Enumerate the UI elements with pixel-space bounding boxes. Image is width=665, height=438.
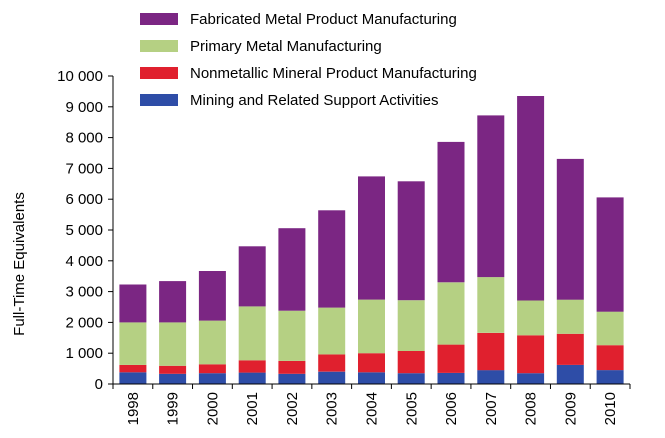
bar-2010-series-4 [596,197,624,312]
x-tick-label: 1999 [165,392,182,425]
bar-1999-series-3 [159,322,187,366]
bar-2010-series-1 [596,370,624,384]
legend-swatch [140,13,178,25]
bar-2002-series-4 [278,228,306,311]
bar-2010-series-3 [596,311,624,346]
legend-label: Primary Metal Manufacturing [190,38,382,55]
bar-2005-series-2 [397,351,425,374]
bar-1999-series-4 [159,281,187,323]
bar-2008-series-1 [517,373,545,384]
bar-2006-series-4 [437,141,465,283]
y-tick-label: 7 000 [65,160,103,177]
y-tick-label: 0 [95,376,103,393]
x-tick-label: 2001 [244,392,261,425]
y-tick-label: 3 000 [65,284,103,301]
bar-2005-series-1 [397,373,425,384]
bar-2006-series-1 [437,372,465,384]
bar-2003-series-2 [318,354,346,372]
bar-1999-series-2 [159,365,187,374]
bar-1998-series-3 [119,322,147,365]
y-tick-label: 9 000 [65,99,103,116]
bar-2007-series-4 [477,115,505,278]
x-tick-label: 2006 [443,392,460,425]
bar-2005-series-4 [397,181,425,301]
y-tick-label: 5 000 [65,222,103,239]
bar-2002-series-2 [278,360,306,374]
x-tick-label: 2010 [602,392,619,425]
bar-2009-series-3 [556,299,584,334]
x-axis: 1998 1999 2000 2001 2002 2003 2004 2005 2006 2007… [112,383,631,425]
bar-2006-series-2 [437,344,465,373]
bar-1999-series-1 [159,373,187,384]
x-tick-label: 2007 [483,392,500,425]
y-axis: 0 1 000 2 000 3 000 4 000 5 000 6 000 7 000 8 00… [57,68,114,393]
x-tick-label: 2000 [204,392,221,425]
bar-2009-series-4 [556,158,584,300]
bar-2000-series-4 [198,271,226,321]
bars [119,96,624,384]
bar-2005-series-3 [397,300,425,351]
legend-label: Nonmetallic Mineral Product Manufacturin… [190,65,477,82]
bar-2008-series-4 [517,96,545,301]
bar-2008-series-3 [517,300,545,336]
bar-2002-series-3 [278,310,306,361]
bar-2001-series-1 [238,372,266,384]
bar-2004-series-1 [358,372,385,384]
y-tick-label: 8 000 [65,130,103,147]
bar-2000-series-3 [198,320,226,365]
bar-2008-series-2 [517,335,545,374]
bar-2001-series-2 [238,360,266,373]
bar-2001-series-3 [238,306,266,361]
bar-2003-series-1 [318,371,346,384]
bar-1998-series-1 [119,372,147,384]
bar-2007-series-3 [477,277,505,333]
y-tick-label: 4 000 [65,253,103,270]
bar-2000-series-1 [198,373,226,384]
y-tick-label: 10 000 [57,68,103,85]
legend-swatch [140,94,178,106]
bar-2010-series-2 [596,345,624,371]
bar-1998-series-4 [119,284,147,323]
bar-1998-series-2 [119,364,147,373]
x-tick-label: 2005 [403,392,420,425]
legend-swatch [140,67,178,79]
x-tick-label: 2009 [562,392,579,425]
legend: Fabricated Metal Product Manufacturing Pr… [140,11,477,109]
x-tick-label: 2003 [324,392,341,425]
x-tick-label: 2002 [284,392,301,425]
bar-2003-series-3 [318,307,346,355]
legend-label: Mining and Related Support Activities [190,92,438,109]
bar-2003-series-4 [318,210,346,308]
x-tick-label: 1998 [125,392,142,425]
x-tick-label: 2004 [364,392,381,425]
bar-2004-series-4 [358,176,385,300]
bar-2000-series-2 [198,364,226,374]
bar-2006-series-3 [437,282,465,345]
bar-2004-series-2 [358,353,385,373]
x-tick-label: 2008 [523,392,540,425]
bar-2004-series-3 [358,299,385,354]
bar-2001-series-4 [238,246,266,307]
y-axis-title: Full-Time Equivalents [11,192,28,336]
bar-2009-series-2 [556,333,584,365]
legend-swatch [140,40,178,52]
legend-label: Fabricated Metal Product Manufacturing [190,11,457,28]
y-tick-label: 6 000 [65,191,103,208]
y-tick-label: 1 000 [65,345,103,362]
bar-2007-series-2 [477,332,505,371]
y-tick-label: 2 000 [65,314,103,331]
bar-2009-series-1 [556,364,584,384]
bar-2007-series-1 [477,370,505,384]
bar-2002-series-1 [278,373,306,384]
